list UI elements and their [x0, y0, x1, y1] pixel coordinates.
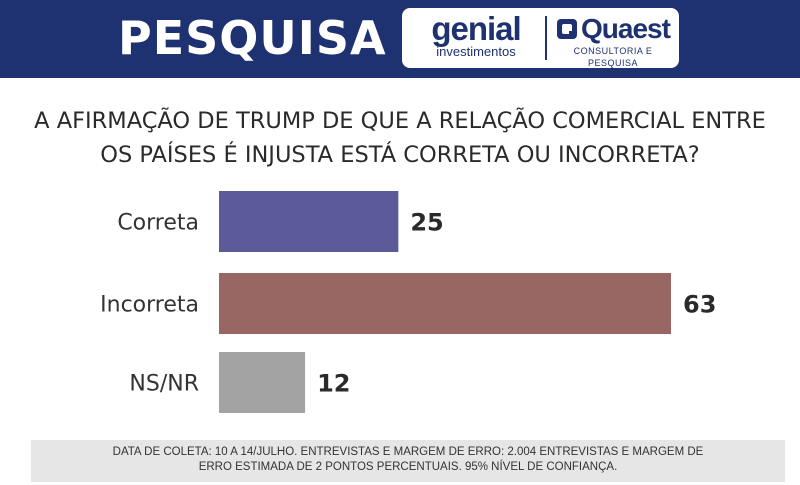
category-label: NS/NR [129, 372, 199, 397]
quaest-mark-icon [557, 19, 578, 39]
quaest-logo-subtitle: CONSULTORIA E PESQUISA [573, 46, 653, 68]
header-banner: PESQUISA genial investimentos Quaest CON… [0, 0, 800, 78]
value-label: 12 [317, 370, 350, 398]
bar-incorreta [219, 273, 671, 334]
sponsor-logos: genial investimentos Quaest CONSULTORIA … [402, 8, 679, 68]
bar-correta [219, 191, 399, 252]
value-label: 25 [410, 209, 443, 237]
genial-logo-name: genial [431, 10, 521, 47]
quaest-logo-name: Quaest [581, 13, 671, 44]
logo-divider [545, 16, 547, 60]
header-title: PESQUISA [118, 11, 387, 65]
footer-note: DATA DE COLETA: 10 A 14/JULHO. ENTREVIST… [31, 440, 785, 482]
footer-text: DATA DE COLETA: 10 A 14/JULHO. ENTREVIST… [112, 446, 704, 473]
genial-logo-subtitle: investimentos [436, 44, 516, 59]
survey-question: A AFIRMAÇÃO DE TRUMP DE QUE A RELAÇÃO CO… [34, 108, 766, 168]
value-label: 63 [683, 291, 716, 319]
genial-logo: genial investimentos [410, 11, 542, 59]
category-label: Correta [117, 211, 199, 236]
quaest-logo: Quaest CONSULTORIA E PESQUISA [551, 11, 675, 69]
bar-ns-nr [219, 352, 306, 413]
category-label: Incorreta [100, 293, 199, 318]
